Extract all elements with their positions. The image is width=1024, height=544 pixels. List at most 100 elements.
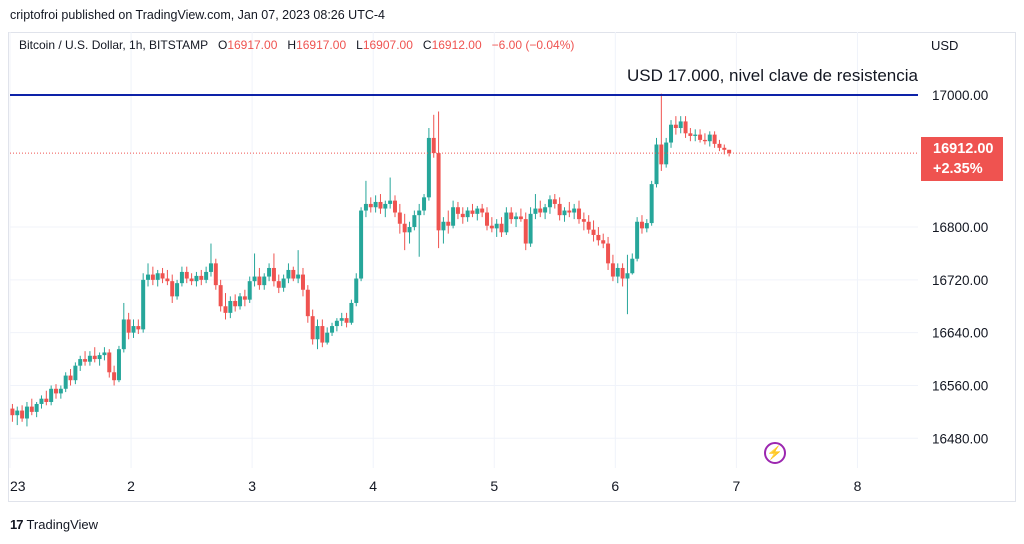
candle-body (271, 267, 276, 282)
candle-body (480, 208, 485, 213)
candle-body (359, 210, 364, 279)
candle-body (344, 318, 349, 323)
candle-body (170, 281, 175, 297)
chart-frame[interactable] (8, 32, 1016, 502)
candle-body (451, 207, 456, 226)
candle-body (296, 274, 301, 279)
candle-body (407, 227, 412, 233)
candle-body (87, 355, 92, 362)
ohlc-legend: Bitcoin / U.S. Dollar, 1h, BITSTAMP O169… (19, 38, 574, 52)
candle-body (63, 375, 68, 389)
candle-body (155, 273, 160, 280)
candle-body (727, 149, 732, 154)
candle-body (68, 375, 73, 381)
x-tick-label: 23 (10, 478, 26, 494)
candle-body (475, 208, 480, 214)
y-tick-label: 16640.00 (932, 326, 988, 341)
candle-body (436, 153, 441, 231)
low-value: 16907.00 (362, 38, 413, 52)
candle-body (189, 278, 194, 282)
candle-body (465, 210, 470, 218)
candle-body (610, 263, 615, 277)
last-price-change: +2.35% (933, 161, 983, 177)
candle-body (441, 221, 446, 231)
candle-body (494, 223, 499, 229)
candle-body (538, 208, 543, 213)
candle-body (639, 221, 644, 229)
candle-body (24, 406, 29, 419)
candle-body (397, 212, 402, 224)
candle-body (596, 234, 601, 241)
candle-body (702, 139, 707, 142)
candle-body (485, 212, 490, 226)
open-value: 16917.00 (227, 38, 278, 52)
candle-body (208, 263, 213, 272)
candle-body (247, 281, 252, 300)
candle-body (455, 207, 460, 214)
candle-body (257, 276, 262, 286)
lightning-icon[interactable]: ⚡ (764, 442, 786, 464)
candle-body (615, 267, 620, 277)
candle-body (73, 365, 78, 381)
candle-body (523, 219, 528, 244)
currency-label: USD (931, 38, 959, 53)
candle-body (422, 197, 427, 211)
resistance-annotation[interactable]: USD 17.000, nivel clave de resistencia (626, 66, 918, 85)
candle-body (373, 201, 378, 208)
candle-body (281, 278, 286, 288)
candle-body (199, 275, 204, 280)
close-label: C (422, 38, 432, 52)
change-value: −6.00 (−0.04%) (491, 38, 575, 52)
candle-body (320, 326, 325, 343)
candle-body (606, 243, 611, 264)
candle-body (431, 137, 436, 154)
x-tick-label: 8 (854, 478, 862, 494)
last-price-value: 16912.00 (933, 141, 994, 157)
candle-body (121, 319, 126, 350)
candle-body (572, 208, 577, 213)
candle-body (533, 208, 538, 214)
reference-lines (10, 94, 918, 154)
candle-body (630, 258, 635, 274)
candle-body (339, 318, 344, 321)
price-axis: 17000.00 16800.00 16720.00 16640.00 16560.00… (932, 88, 988, 446)
candle-body (446, 221, 451, 226)
candle-body (417, 210, 422, 216)
x-tick-label: 3 (248, 478, 256, 494)
candle-body (131, 326, 136, 333)
candle-body (78, 359, 83, 366)
candle-body (581, 219, 586, 222)
candle-body (194, 275, 199, 282)
candle-body (204, 271, 209, 280)
candle-body (97, 355, 102, 360)
candle-body (514, 216, 519, 220)
candle-body (223, 306, 228, 313)
y-tick-label: 16480.00 (932, 431, 988, 446)
last-price-badge: 16912.00 +2.35% (921, 137, 1003, 181)
candle-body (659, 144, 664, 165)
candle-body (286, 269, 291, 279)
candle-body (644, 223, 649, 229)
candle-body (402, 223, 407, 233)
candle-body (562, 210, 567, 216)
candle-body (29, 406, 34, 412)
low-label: L (356, 38, 363, 52)
candle-body (267, 267, 272, 277)
candle-body (673, 124, 678, 129)
candle-body (330, 326, 335, 333)
candle-body (291, 269, 296, 279)
candle-body (664, 142, 669, 165)
x-tick-label: 7 (733, 478, 741, 494)
candle-body (688, 133, 693, 136)
candle-body (460, 213, 465, 218)
candle-body (233, 300, 238, 307)
candle-body (683, 121, 688, 134)
candle-body (707, 134, 712, 142)
candle-body (116, 349, 121, 381)
candle-body (669, 124, 674, 143)
candle-body (654, 144, 659, 185)
grid-lines (9, 32, 918, 468)
candle-body (54, 388, 59, 394)
footer-brand: TradingView (26, 517, 99, 532)
